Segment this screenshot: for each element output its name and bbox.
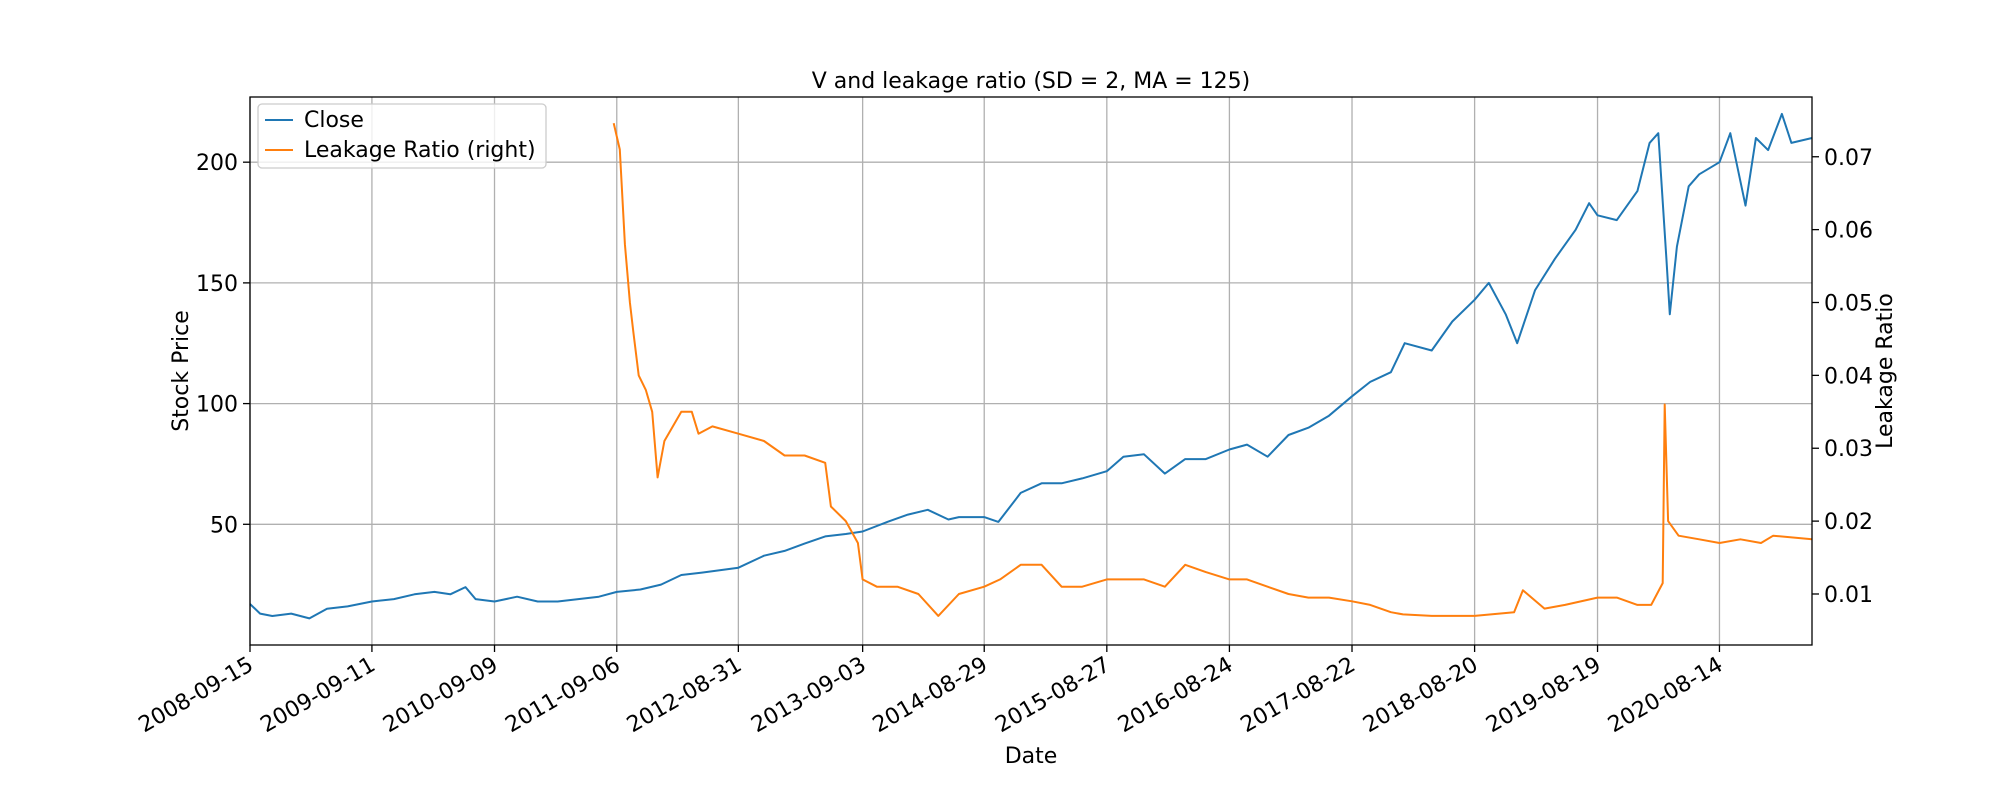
- chart-title: V and leakage ratio (SD = 2, MA = 125): [812, 69, 1251, 94]
- legend-label-close: Close: [304, 108, 364, 133]
- y-axis-label: Stock Price: [169, 310, 194, 432]
- x-tick-label: 2010-09-09: [379, 652, 502, 738]
- legend-box: [257, 103, 547, 169]
- y-axis-label-right: Leakage Ratio: [1873, 293, 1898, 449]
- y-tick-label: 150: [196, 272, 238, 297]
- x-tick-label: 2008-09-15: [135, 652, 258, 738]
- series-layer: [249, 112, 1813, 620]
- legend: Close Leakage Ratio (right): [257, 103, 547, 169]
- y-right-tick-label: 0.05: [1824, 292, 1873, 317]
- x-tick-label: 2011-09-06: [501, 652, 624, 738]
- x-tick-label: 2009-09-11: [256, 652, 379, 738]
- y-right-tick-label: 0.07: [1824, 146, 1873, 171]
- close-series-line: [249, 112, 1813, 620]
- y-tick-label: 200: [196, 151, 238, 176]
- y-right-tick-label: 0.03: [1824, 437, 1873, 462]
- y-right-tick-label: 0.01: [1824, 583, 1873, 608]
- leakage-series-line: [612, 122, 1813, 617]
- x-tick-label: 2015-08-27: [991, 652, 1114, 738]
- x-tick-label: 2020-08-14: [1604, 652, 1727, 738]
- x-tick-label: 2016-08-24: [1114, 652, 1237, 738]
- x-tick-label: 2018-08-20: [1359, 652, 1482, 738]
- y-right-tick-label: 0.04: [1824, 364, 1873, 389]
- x-tick-label: 2019-08-19: [1482, 652, 1605, 738]
- y-right-tick-label: 0.06: [1824, 219, 1873, 244]
- x-tick-label: 2012-08-31: [623, 652, 746, 738]
- x-tick-label: 2013-09-03: [747, 652, 870, 738]
- legend-label-leakage: Leakage Ratio (right): [304, 138, 536, 163]
- x-tick-label: 2017-08-22: [1237, 652, 1360, 738]
- x-axis-label: Date: [1005, 744, 1058, 769]
- x-tick-label: 2014-08-29: [869, 652, 992, 738]
- grid-layer: [249, 97, 1812, 645]
- y-tick-label: 100: [196, 393, 238, 418]
- plot-frame: [249, 96, 1813, 646]
- y-right-tick-label: 0.02: [1824, 510, 1873, 535]
- y-tick-label: 50: [210, 513, 238, 538]
